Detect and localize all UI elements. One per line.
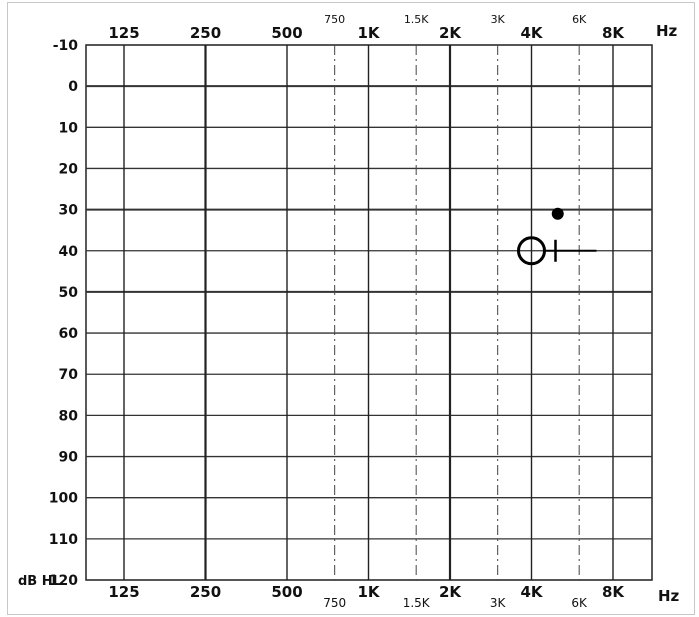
y-tick-label: 60 (59, 326, 79, 342)
y-tick-label: 20 (59, 161, 79, 177)
x-tick-label-bottom: 8K (602, 583, 625, 601)
y-tick-label: 70 (59, 367, 79, 383)
x-tick-label-bottom: 250 (190, 583, 221, 601)
y-tick-label: 80 (59, 408, 79, 424)
x-tick-label-top: 2K (439, 24, 462, 42)
x-tick-label-top: 500 (271, 24, 302, 42)
x-tick-label-top: 250 (190, 24, 221, 42)
y-tick-label: 120 (49, 573, 78, 589)
x-tick-label-bottom: 4K (520, 583, 543, 601)
x-tick-label-top: 1K (357, 24, 380, 42)
y-tick-label: 110 (49, 532, 78, 548)
x-tick-label-top: 4K (520, 24, 543, 42)
x-minor-label-top: 750 (324, 13, 345, 26)
x-tick-label-top: 125 (108, 24, 139, 42)
y-tick-label: 10 (59, 120, 79, 136)
x-tick-label-bottom: 500 (271, 583, 302, 601)
x-tick-label-bottom: 2K (439, 583, 462, 601)
y-tick-label: -10 (53, 38, 79, 54)
x-axis-label-top: Hz (656, 22, 678, 40)
x-tick-label-bottom: 1K (357, 583, 380, 601)
x-tick-label-bottom: 125 (108, 583, 139, 601)
x-axis-label-bottom: Hz (658, 587, 680, 605)
y-axis-label: dB HL (18, 574, 61, 589)
y-tick-label: 90 (59, 450, 79, 466)
x-minor-label-top: 3K (491, 13, 506, 26)
audiogram-frame (7, 2, 695, 615)
data-point-filled-dot (551, 207, 564, 220)
y-tick-label: 30 (59, 203, 79, 219)
y-tick-label: 40 (59, 244, 79, 260)
y-tick-label: 100 (49, 491, 78, 507)
x-minor-label-bottom: 1.5K (403, 596, 431, 610)
x-tick-label-top: 8K (602, 24, 625, 42)
x-minor-label-bottom: 3K (490, 596, 507, 610)
y-tick-label: 50 (59, 285, 79, 301)
x-minor-label-top: 6K (572, 13, 587, 26)
x-minor-label-top: 1.5K (404, 13, 429, 26)
x-minor-label-bottom: 6K (571, 596, 588, 610)
y-tick-label: 0 (68, 79, 78, 95)
x-minor-label-bottom: 750 (323, 596, 346, 610)
